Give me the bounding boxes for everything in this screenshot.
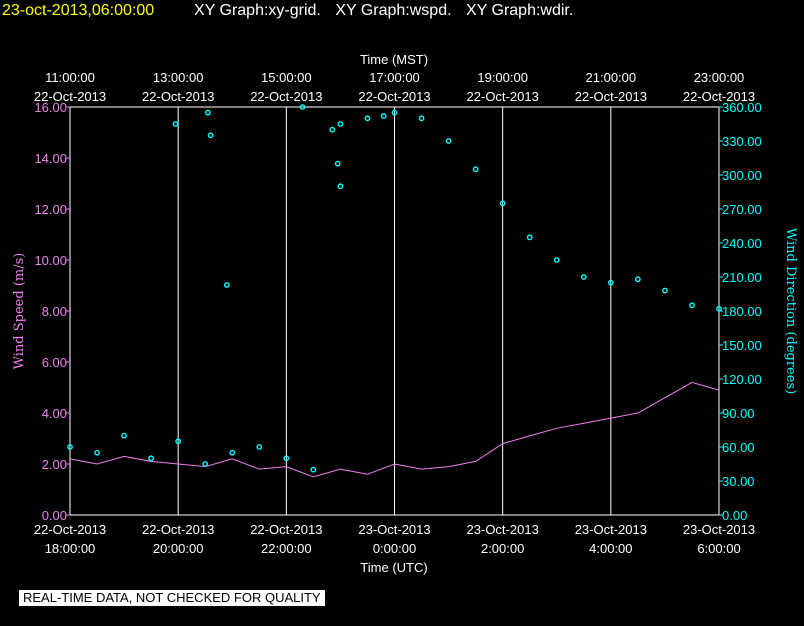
right-tick-label: 240.00 (722, 236, 762, 251)
wind-direction-point (223, 282, 230, 288)
wind-direction-point (580, 274, 587, 280)
wind-direction-point (329, 126, 336, 133)
right-tick-label: 210.00 (722, 270, 762, 285)
wind-direction-point (472, 166, 479, 173)
top-tick-time: 17:00:00 (369, 70, 420, 85)
wind-direction-point (175, 438, 182, 445)
wind-direction-point (67, 444, 73, 450)
top-axis-label: Time (MST) (360, 52, 428, 67)
graph-title-wdir: XY Graph:wdir. (466, 2, 574, 19)
right-tick-label: 270.00 (722, 202, 762, 217)
wind-direction-point (207, 132, 214, 139)
bottom-tick-date: 22-Oct-2013 (34, 522, 106, 537)
bottom-tick-date: 22-Oct-2013 (142, 522, 214, 537)
bottom-tick-time: 6:00:00 (697, 541, 740, 556)
wind-direction-point (607, 279, 614, 286)
top-tick-time: 15:00:00 (261, 70, 312, 85)
top-tick-time: 19:00:00 (477, 70, 528, 85)
wind-direction-point (662, 287, 668, 294)
wind-direction-point (121, 432, 127, 439)
left-tick-label: 12.00 (34, 202, 67, 217)
bottom-tick-date: 22-Oct-2013 (250, 522, 322, 537)
wind-direction-point (526, 234, 533, 241)
right-tick-label: 180.00 (722, 304, 762, 319)
wind-direction-point (334, 160, 341, 167)
wind-speed-line (69, 381, 720, 478)
wind-direction-point (229, 449, 236, 456)
wind-direction-point (310, 466, 317, 473)
wind-direction-point (202, 461, 209, 467)
right-tick-label: 150.00 (722, 338, 762, 353)
right-tick-label: 90.00 (722, 406, 755, 421)
wind-direction-point (337, 121, 344, 127)
header-graph-titles: XY Graph:xy-grid. XY Graph:wspd. XY Grap… (194, 2, 583, 20)
bottom-tick-date: 23-Oct-2013 (575, 522, 647, 537)
right-axis-label: Wind Direction (degrees) (783, 228, 798, 394)
wind-direction-point (689, 302, 695, 309)
wind-direction-point (634, 276, 641, 283)
wind-direction-point (205, 109, 211, 116)
wind-direction-point (716, 305, 722, 312)
left-tick-label: 6.00 (42, 355, 67, 370)
right-tick-label: 300.00 (722, 168, 762, 183)
bottom-tick-date: 23-Oct-2013 (467, 522, 539, 537)
bottom-axis-label: Time (UTC) (360, 560, 427, 575)
wind-direction-point (299, 104, 306, 110)
top-tick-date: 22-Oct-2013 (142, 89, 214, 104)
left-tick-label: 2.00 (42, 457, 67, 472)
bottom-tick-time: 20:00:00 (153, 541, 204, 556)
wind-direction-point (380, 113, 387, 119)
right-tick-label: 120.00 (722, 372, 762, 387)
header-datetime: 23-oct-2013,06:00:00 (2, 2, 155, 19)
wind-speed-series (69, 381, 720, 478)
wind-direction-point (445, 138, 452, 144)
wind-direction-point (148, 455, 155, 462)
top-tick-date: 22-Oct-2013 (467, 89, 539, 104)
graph-title-xy-grid: XY Graph:xy-grid. (194, 2, 321, 19)
wind-direction-point (337, 183, 344, 190)
wind-direction-point (391, 109, 398, 116)
bottom-tick-time: 22:00:00 (261, 541, 312, 556)
bottom-tick-date: 23-Oct-2013 (358, 522, 430, 537)
wind-direction-point (553, 257, 560, 263)
left-tick-label: 8.00 (42, 304, 67, 319)
left-axis-label: Wind Speed (m/s) (12, 253, 27, 370)
bottom-tick-time: 4:00:00 (589, 541, 632, 556)
right-tick-label: 0.00 (722, 508, 747, 523)
top-tick-date: 22-Oct-2013 (358, 89, 430, 104)
right-tick-label: 60.00 (722, 440, 755, 455)
right-tick-label: 30.00 (722, 474, 755, 489)
quality-notice: REAL-TIME DATA, NOT CHECKED FOR QUALITY (19, 590, 325, 606)
top-tick-date: 22-Oct-2013 (575, 89, 647, 104)
wind-direction-point (283, 455, 290, 462)
left-tick-label: 14.00 (34, 151, 67, 166)
right-tick-label: 360.00 (722, 100, 762, 115)
top-tick-date: 22-Oct-2013 (34, 89, 106, 104)
top-tick-time: 11:00:00 (45, 70, 95, 85)
top-tick-time: 23:00:00 (694, 70, 745, 85)
wind-direction-point (172, 121, 179, 127)
top-tick-time: 21:00:00 (586, 70, 637, 85)
bottom-tick-time: 2:00:00 (481, 541, 524, 556)
wind-direction-point (499, 200, 506, 207)
right-tick-label: 330.00 (722, 134, 762, 149)
left-tick-label: 16.00 (34, 100, 67, 115)
axis-ticks: 22-Oct-2013 18:00:00 11:00:00 22-Oct-2013 22… (34, 70, 762, 556)
top-tick-time: 13:00:00 (153, 70, 204, 85)
bottom-tick-date: 23-Oct-2013 (683, 522, 755, 537)
graph-title-wspd: XY Graph:wspd. (335, 2, 452, 19)
bottom-tick-time: 18:00:00 (45, 541, 96, 556)
wind-direction-point (256, 444, 263, 450)
bottom-tick-time: 0:00:00 (373, 541, 416, 556)
top-tick-date: 22-Oct-2013 (250, 89, 322, 104)
wind-direction-point (94, 449, 100, 456)
wind-direction-point (364, 115, 371, 122)
top-tick-date: 22-Oct-2013 (683, 89, 755, 104)
left-tick-label: 4.00 (42, 406, 67, 421)
wind-direction-series (67, 104, 722, 473)
left-tick-label: 10.00 (34, 253, 67, 268)
left-tick-label: 0.00 (42, 508, 67, 523)
wind-direction-point (418, 115, 425, 122)
